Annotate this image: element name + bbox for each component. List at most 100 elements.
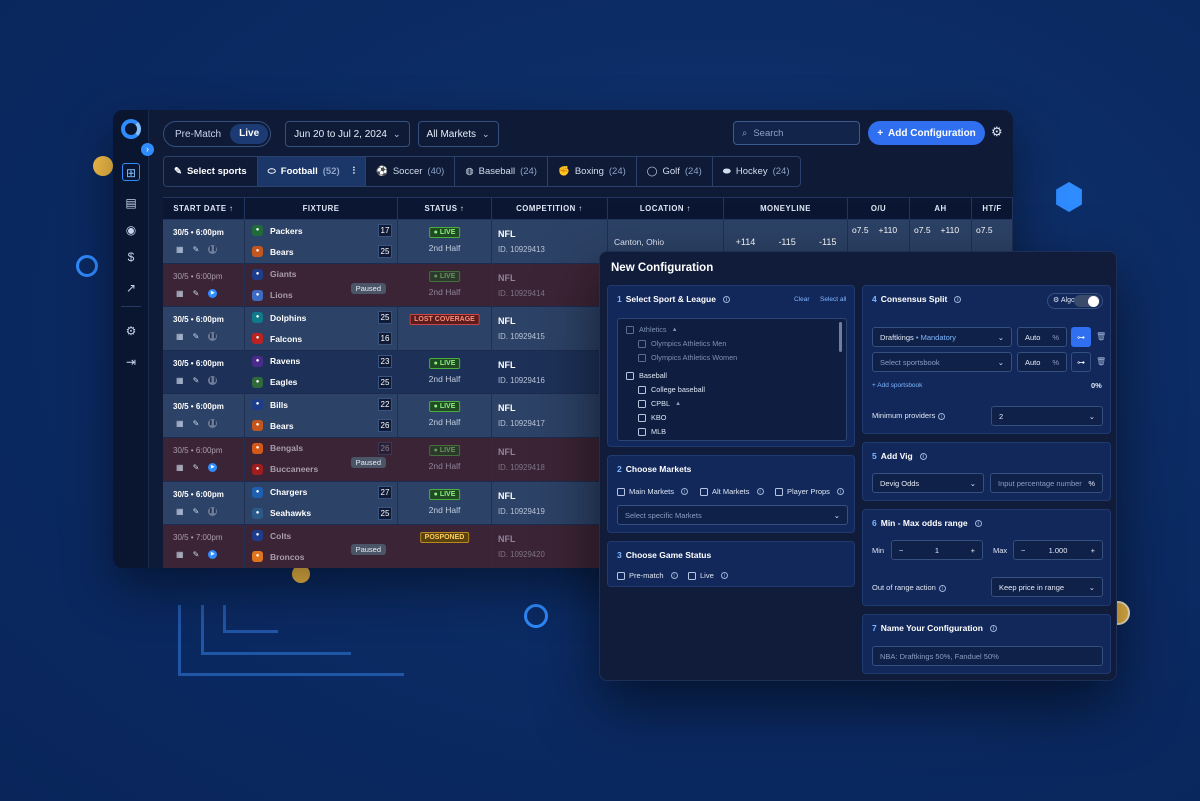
sportsbook-select[interactable]: Draftkings • Mandatory ⌄ [872,327,1012,347]
pause-icon[interactable]: ❚❚ [208,375,218,385]
specific-markets-select[interactable]: Select specific Markets ⌄ [617,505,848,525]
edit-icon[interactable]: ✎ [192,332,200,342]
checkbox[interactable] [638,413,646,422]
list-item[interactable]: CPBL ▲ [638,399,681,408]
gear-icon[interactable]: ⚙ [991,124,1003,139]
checkbox[interactable] [617,571,625,580]
min-providers-select[interactable]: 2 ⌄ [991,406,1103,426]
tab-golf[interactable]: ◯ Golf (24) [637,157,713,186]
list-item[interactable]: Baseball [626,371,667,380]
play-icon[interactable]: ▶ [208,462,218,472]
checkbox[interactable] [638,353,646,362]
checkbox[interactable] [688,571,696,580]
info-icon[interactable]: i [722,295,730,303]
checkbox[interactable] [638,427,646,436]
scoreboard-icon[interactable]: ▦ [176,462,184,472]
plus-icon[interactable]: + [970,545,975,555]
minus-icon[interactable]: − [899,545,904,555]
scoreboard-icon[interactable]: ▦ [176,332,184,342]
edit-icon[interactable]: ✎ [192,245,200,254]
list-item[interactable]: Athletics ▲ [626,325,678,334]
trash-icon[interactable]: 🗑 [1096,357,1107,366]
pre-match-option[interactable]: Pre-Match [175,128,222,140]
sidebar-item-trending[interactable]: ↗ [125,281,137,295]
alt-markets-checkbox[interactable]: Alt Markets i [700,487,764,496]
info-icon[interactable]: i [974,519,982,527]
checkbox[interactable] [626,371,634,380]
edit-icon[interactable]: ✎ [192,462,200,472]
odds-value[interactable]: +110 [940,225,960,235]
app-logo-icon[interactable] [121,119,141,139]
info-icon[interactable]: i [670,572,678,579]
weight-input[interactable]: Auto% [1017,327,1067,347]
info-icon[interactable]: i [720,572,728,579]
edit-icon[interactable]: ✎ [192,375,200,385]
add-sportsbook-link[interactable]: + Add sportsbook [872,382,923,389]
header-status[interactable]: STATUS ↑ [398,198,492,219]
sidebar-item-settings[interactable]: ⚙ [125,324,137,338]
checkbox[interactable] [638,399,646,408]
expand-sidebar-icon[interactable]: › [141,143,154,156]
match-mode-toggle[interactable]: Pre-Match Live [163,121,272,147]
add-configuration-button[interactable]: + Add Configuration [868,121,985,145]
sportsbook-select[interactable]: Select sportsbook ⌄ [872,352,1012,372]
sidebar-item-logout[interactable]: ⇥ [125,355,137,369]
info-icon[interactable]: i [681,488,689,495]
edit-icon[interactable]: ✎ [192,288,200,298]
select-all-link[interactable]: Select all [820,296,847,303]
max-odds-stepper[interactable]: − 1.000 + [1013,540,1103,560]
trash-icon[interactable]: 🗑 [1096,332,1107,341]
scoreboard-icon[interactable]: ▦ [176,288,184,298]
weight-input[interactable]: Auto% [1017,352,1067,372]
info-icon[interactable]: i [989,624,997,632]
select-sports-button[interactable]: ✎ Select sports [164,157,258,186]
scoreboard-icon[interactable]: ▦ [176,506,184,516]
edit-icon[interactable]: ✎ [192,550,200,560]
odds-line[interactable]: o7.5 [914,225,931,235]
tab-football[interactable]: ⬭ Football (52) ⫶ [257,157,366,186]
live-checkbox[interactable]: Live i [688,571,728,580]
odds-line[interactable]: o7.5 [852,225,869,235]
header-location[interactable]: LOCATION ↑ [608,198,724,219]
pause-icon[interactable]: ❚❚ [208,419,218,429]
main-markets-checkbox[interactable]: Main Markets i [617,487,689,496]
info-icon[interactable]: i [919,452,927,460]
play-icon[interactable]: ▶ [208,550,218,560]
pause-icon[interactable]: ❚❚ [208,245,218,254]
tab-soccer[interactable]: ⚽ Soccer (40) [366,157,456,186]
list-item[interactable]: MLB [638,427,666,436]
header-start-date[interactable]: START DATE ↑ [163,198,245,219]
search-input[interactable]: ⌕ Search [733,121,860,145]
min-odds-stepper[interactable]: − 1 + [891,540,983,560]
checkbox[interactable] [775,487,783,496]
tab-hockey[interactable]: ⬬ Hockey (24) [713,157,800,186]
algo-switch[interactable] [1074,295,1100,307]
info-icon[interactable]: i [938,585,946,592]
edit-icon[interactable]: ✎ [192,506,200,516]
player-props-checkbox[interactable]: Player Props i [775,487,844,496]
odds-value[interactable]: +114 [735,237,756,247]
info-icon[interactable]: i [954,295,962,303]
sidebar-item-table[interactable]: ▤ [125,196,137,210]
info-icon[interactable]: i [836,488,844,495]
devig-select[interactable]: Devig Odds ⌄ [872,473,984,493]
play-icon[interactable]: ▶ [208,288,218,298]
list-item[interactable]: KBO [638,413,666,422]
tab-boxing[interactable]: ✊ Boxing (24) [548,157,637,186]
checkbox[interactable] [638,385,646,394]
filter-sliders-icon[interactable]: ⫶ [352,166,355,177]
pause-icon[interactable]: ❚❚ [208,506,218,516]
sidebar-item-dollar[interactable]: $ [127,250,135,264]
scoreboard-icon[interactable]: ▦ [176,550,184,560]
list-item[interactable]: Olympics Athletics Men [638,339,726,348]
pause-icon[interactable]: ❚❚ [208,332,218,342]
sidebar-item-broadcast[interactable]: ◉ [125,223,137,237]
plus-icon[interactable]: + [1090,545,1095,555]
odds-value[interactable]: -115 [819,237,837,247]
edit-icon[interactable]: ✎ [192,419,200,429]
clear-link[interactable]: Clear [794,296,810,303]
header-competition[interactable]: COMPETITION ↑ [492,198,608,219]
live-option[interactable]: Live [230,124,269,144]
mandatory-key-button[interactable]: ⊶ [1071,352,1091,372]
scoreboard-icon[interactable]: ▦ [176,419,184,429]
